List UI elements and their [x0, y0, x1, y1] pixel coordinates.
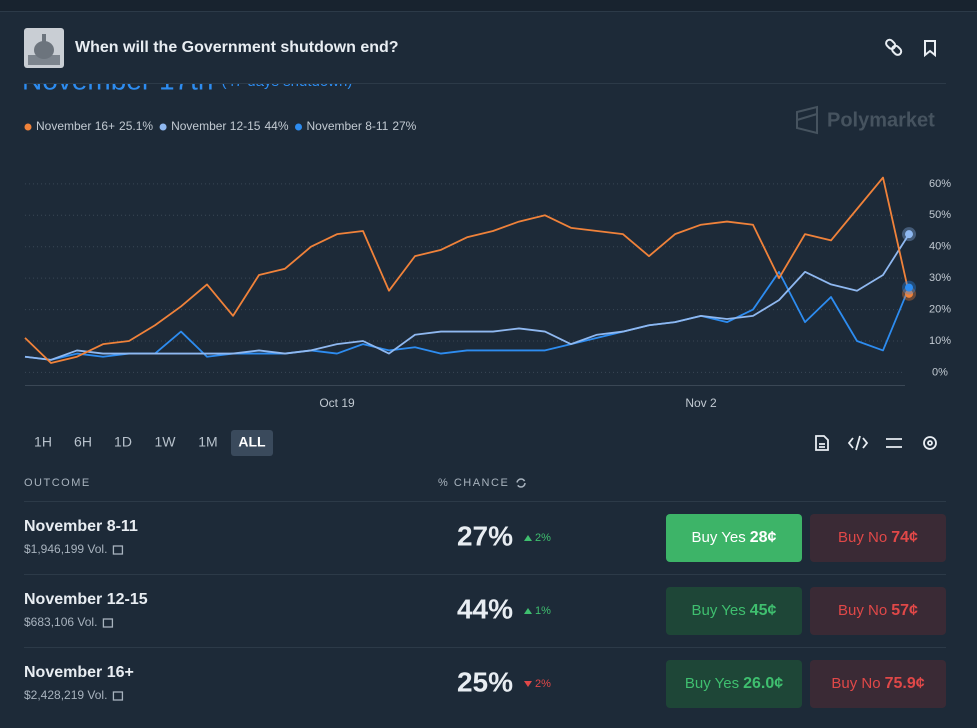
buy-yes-button[interactable] [666, 587, 802, 635]
yes-price: 45¢ [750, 602, 777, 619]
buy-yes-label: Buy Yes 28¢ [692, 529, 777, 546]
end-dot [905, 283, 913, 292]
gift-icon [102, 618, 114, 628]
x-tick-label: Oct 19 [319, 396, 355, 410]
y-tick-label: 10% [929, 335, 951, 347]
buy-yes-label: Buy Yes 45¢ [692, 602, 777, 619]
gear-icon[interactable] [923, 436, 937, 450]
no-price: 75.9¢ [885, 675, 925, 692]
outcome-volume: $2,428,219 Vol. [24, 688, 107, 702]
gift-icon [112, 545, 124, 555]
outcome-name: November 12-15 [24, 591, 148, 608]
buy-yes-text: Buy Yes [692, 529, 746, 546]
column-header: % CHANCE [438, 477, 509, 489]
embed-icon[interactable] [847, 435, 869, 451]
legend-name: November 12-15 [171, 119, 261, 133]
outcome-name: November 16+ [24, 664, 134, 681]
change-arrow [524, 608, 532, 614]
end-dot [905, 230, 913, 239]
legend-dot [24, 123, 32, 131]
market-title: When will the Government shutdown end? [75, 39, 399, 56]
buy-no-text: Buy No [831, 675, 880, 692]
watermark: Polymarket [827, 109, 935, 131]
yes-price: 28¢ [750, 529, 777, 546]
y-tick-label: 60% [929, 178, 951, 190]
y-tick-label: 0% [932, 366, 948, 378]
outcome-change: 2% [535, 532, 551, 544]
legend-value: 27% [392, 119, 416, 133]
top-strip [0, 0, 977, 11]
outcome-name: November 8-11 [24, 518, 138, 535]
outcome-chance: 44% [457, 593, 513, 624]
series-line [24, 233, 910, 361]
tool-icons [815, 435, 937, 451]
column-header: OUTCOME [24, 477, 91, 489]
buy-no-label: Buy No 57¢ [838, 602, 918, 619]
legend-dot [159, 123, 167, 131]
outcome-volume: $1,946,199 Vol. [24, 542, 107, 556]
buy-no-text: Buy No [838, 529, 887, 546]
buy-no-label: Buy No 75.9¢ [831, 675, 924, 692]
legend-value: 44% [264, 119, 288, 133]
time-range-button[interactable]: 1H [34, 434, 52, 450]
outcome-change: 1% [535, 605, 551, 617]
yes-price: 26.0¢ [743, 675, 783, 692]
buy-no-text: Buy No [838, 602, 887, 619]
outcome-chance: 27% [457, 520, 513, 551]
buy-yes-text: Buy Yes [685, 675, 739, 692]
time-range-button[interactable]: 6H [74, 434, 92, 450]
buy-yes-button[interactable] [666, 660, 802, 708]
buy-no-button[interactable] [810, 660, 946, 708]
buy-no-label: Buy No 74¢ [838, 529, 918, 546]
time-range-button[interactable]: ALL [238, 434, 266, 450]
y-tick-label: 30% [929, 272, 951, 284]
y-tick-label: 40% [929, 241, 951, 253]
no-price: 74¢ [891, 529, 918, 546]
watermark-logo [796, 105, 818, 135]
change-arrow [524, 535, 532, 541]
change-arrow [524, 681, 532, 687]
legend-entry: November 12-15 44% [171, 119, 289, 133]
series-line [24, 270, 910, 361]
legend-dot [295, 123, 302, 131]
document-icon[interactable] [815, 435, 829, 451]
gear-center [927, 440, 933, 446]
no-price: 57¢ [891, 602, 918, 619]
buy-yes-label: Buy Yes 26.0¢ [685, 675, 783, 692]
legend-name: November 16+ [36, 119, 115, 133]
outcome-volume: $683,106 Vol. [24, 615, 97, 629]
outcome-chance: 25% [457, 666, 513, 697]
legend-value: 25.1% [119, 119, 153, 133]
buy-no-button[interactable] [810, 514, 946, 562]
x-tick-label: Nov 2 [685, 396, 717, 410]
link-icon[interactable] [885, 38, 903, 56]
buy-yes-text: Buy Yes [692, 602, 746, 619]
market-image [24, 28, 64, 68]
time-range-button[interactable]: 1M [198, 434, 217, 450]
time-range-button[interactable]: 1W [155, 434, 177, 450]
buy-no-button[interactable] [810, 587, 946, 635]
legend-entry: November 8-11 27% [307, 119, 417, 133]
refresh-icon[interactable] [516, 478, 526, 488]
legend-entry: November 16+ 25.1% [36, 119, 153, 133]
settings-sliders-icon[interactable] [886, 438, 902, 448]
legend-name: November 8-11 [307, 119, 389, 133]
time-range-active-bg [231, 430, 273, 456]
gift-icon [112, 691, 124, 701]
time-range-button[interactable]: 1D [114, 434, 132, 450]
header-bar [0, 0, 977, 83]
end-dot [905, 289, 913, 298]
series-line [24, 176, 910, 364]
buy-yes-button[interactable] [666, 514, 802, 562]
y-tick-label: 50% [929, 209, 951, 221]
y-tick-label: 20% [929, 303, 951, 315]
outcome-change: 2% [535, 678, 551, 690]
bookmark-icon[interactable] [924, 40, 936, 58]
